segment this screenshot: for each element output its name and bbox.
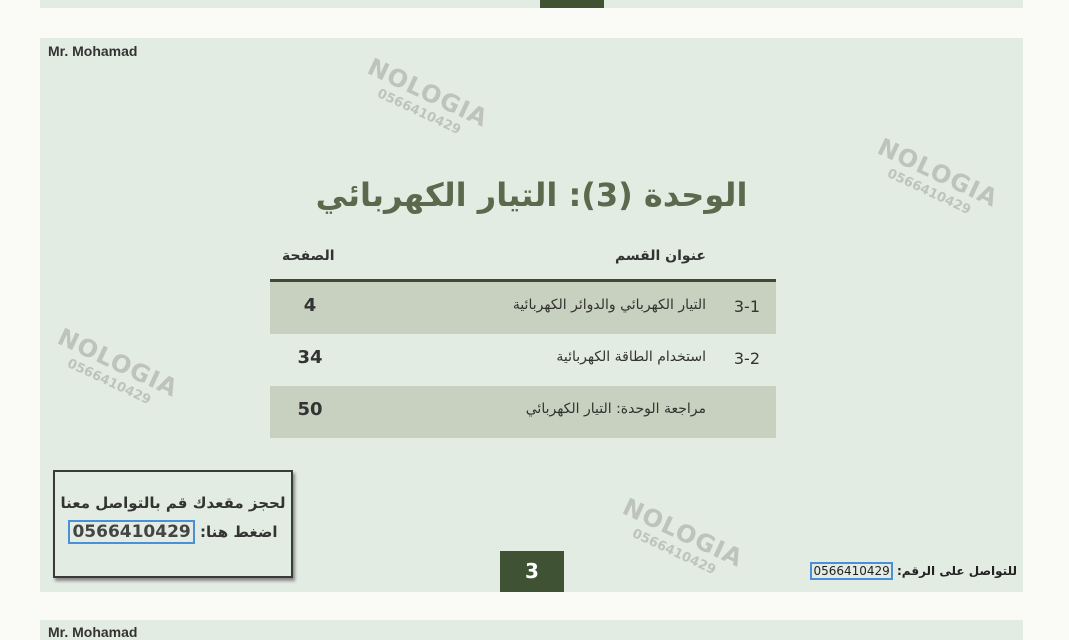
section-title: استخدام الطاقة الكهربائية [556, 349, 706, 365]
section-page: 50 [297, 399, 323, 420]
table-row: مراجعة الوحدة: التيار الكهربائي 50 [270, 386, 776, 438]
table-row: 3-2 استخدام الطاقة الكهربائية 34 [270, 334, 776, 386]
author-label: Mr. Mohamad [48, 43, 138, 59]
page-number: 3 [500, 551, 564, 592]
table-row: 3-1 التيار الكهربائي والدوائر الكهربائية… [270, 282, 776, 334]
contact-label: للتواصل على الرقم: [897, 564, 1017, 578]
watermark-logo: NOLOGIA 0566410429 [363, 52, 493, 139]
section-page: 34 [297, 347, 323, 368]
contents-table: عنوان القسم الصفحة 3-1 التيار الكهربائي … [270, 243, 776, 438]
table-header: عنوان القسم الصفحة [270, 243, 776, 282]
watermark-logo: NOLOGIA 0566410429 [618, 492, 748, 579]
booking-text: لحجز مقعدك قم بالتواصل معنا [60, 494, 286, 512]
contact-line: للتواصل على الرقم: 0566410429 [810, 562, 1017, 580]
contact-phone-link[interactable]: 0566410429 [810, 562, 893, 580]
section-number: 3-1 [733, 297, 760, 316]
booking-prompt: اضغط هنا: [199, 523, 278, 541]
booking-phone-link[interactable]: 0566410429 [68, 520, 195, 544]
booking-box: لحجز مقعدك قم بالتواصل معنا اضغط هنا: 05… [53, 470, 293, 578]
author-label: Mr. Mohamad [48, 624, 138, 640]
section-title: التيار الكهربائي والدوائر الكهربائية [512, 297, 706, 313]
previous-page [40, 0, 1023, 8]
section-title: مراجعة الوحدة: التيار الكهربائي [525, 401, 706, 417]
section-number: 3-2 [733, 349, 760, 368]
header-section: عنوان القسم [614, 248, 706, 264]
next-page: Mr. Mohamad [40, 620, 1023, 640]
previous-page-number-tab [540, 0, 604, 8]
section-page: 4 [303, 295, 317, 316]
watermark-logo: NOLOGIA 0566410429 [53, 322, 183, 409]
page-title: الوحدة (3): التيار الكهربائي [315, 176, 748, 214]
page: Mr. Mohamad NOLOGIA 0566410429 NOLOGIA 056… [40, 38, 1023, 592]
header-page: الصفحة [282, 248, 335, 264]
